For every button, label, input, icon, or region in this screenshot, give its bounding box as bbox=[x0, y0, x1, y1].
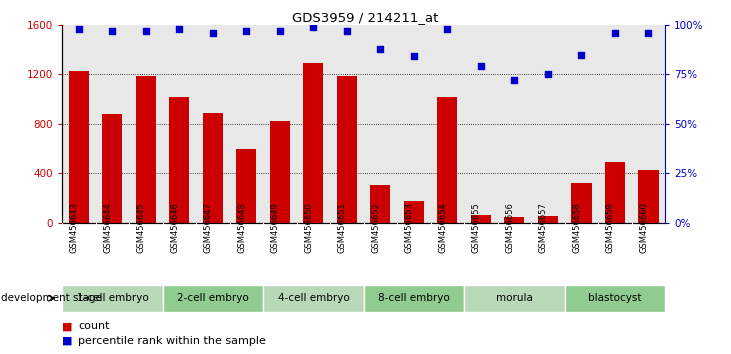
Text: count: count bbox=[78, 321, 110, 331]
Text: GSM456648: GSM456648 bbox=[238, 202, 246, 253]
Text: GSM456656: GSM456656 bbox=[505, 202, 515, 253]
Bar bbox=[471, 215, 491, 223]
Point bbox=[240, 28, 252, 34]
Text: GSM456659: GSM456659 bbox=[606, 202, 615, 253]
Bar bbox=[162, 285, 263, 312]
Bar bbox=[203, 113, 223, 223]
Text: GSM456653: GSM456653 bbox=[405, 202, 414, 253]
Text: GSM456652: GSM456652 bbox=[371, 202, 380, 253]
Bar bbox=[136, 75, 156, 223]
Bar bbox=[236, 149, 257, 223]
Point bbox=[274, 28, 286, 34]
Text: GSM456651: GSM456651 bbox=[338, 202, 347, 253]
Point bbox=[575, 52, 587, 57]
Point bbox=[73, 26, 85, 32]
Text: GSM456645: GSM456645 bbox=[137, 202, 146, 253]
Point bbox=[173, 26, 185, 32]
Point bbox=[442, 26, 453, 32]
Text: percentile rank within the sample: percentile rank within the sample bbox=[78, 336, 266, 346]
Bar bbox=[371, 185, 390, 223]
Bar bbox=[504, 217, 525, 223]
Point bbox=[509, 78, 520, 83]
Text: GSM456658: GSM456658 bbox=[572, 202, 581, 253]
Text: GSM456647: GSM456647 bbox=[204, 202, 213, 253]
Text: GSM456655: GSM456655 bbox=[472, 202, 481, 253]
Text: GSM456650: GSM456650 bbox=[304, 202, 314, 253]
Point bbox=[643, 30, 654, 35]
Bar bbox=[538, 216, 558, 223]
Bar bbox=[263, 285, 364, 312]
Bar bbox=[437, 97, 458, 223]
Point bbox=[308, 24, 319, 30]
Point bbox=[542, 72, 554, 77]
Text: 1-cell embryo: 1-cell embryo bbox=[77, 293, 148, 303]
Bar bbox=[464, 285, 565, 312]
Text: GSM456660: GSM456660 bbox=[640, 202, 648, 253]
Bar bbox=[364, 285, 464, 312]
Bar bbox=[404, 201, 424, 223]
Text: ■: ■ bbox=[62, 336, 72, 346]
Text: 4-cell embryo: 4-cell embryo bbox=[278, 293, 349, 303]
Text: GDS3959 / 214211_at: GDS3959 / 214211_at bbox=[292, 11, 439, 24]
Point bbox=[341, 28, 353, 34]
Text: GSM456644: GSM456644 bbox=[103, 202, 113, 253]
Text: GSM456657: GSM456657 bbox=[539, 202, 548, 253]
Point bbox=[408, 54, 420, 59]
Bar bbox=[102, 114, 122, 223]
Point bbox=[609, 30, 621, 35]
Point bbox=[207, 30, 219, 35]
Text: 2-cell embryo: 2-cell embryo bbox=[177, 293, 249, 303]
Text: GSM456649: GSM456649 bbox=[271, 202, 280, 253]
Bar bbox=[303, 63, 323, 223]
Text: morula: morula bbox=[496, 293, 533, 303]
Bar bbox=[638, 170, 659, 223]
Bar bbox=[69, 71, 89, 223]
Point bbox=[374, 46, 386, 51]
Bar bbox=[572, 183, 591, 223]
Text: GSM456643: GSM456643 bbox=[70, 202, 79, 253]
Text: blastocyst: blastocyst bbox=[588, 293, 642, 303]
Bar bbox=[605, 162, 625, 223]
Text: 8-cell embryo: 8-cell embryo bbox=[378, 293, 450, 303]
Bar bbox=[62, 285, 163, 312]
Bar bbox=[170, 97, 189, 223]
Text: GSM456646: GSM456646 bbox=[170, 202, 179, 253]
Text: ■: ■ bbox=[62, 321, 72, 331]
Point bbox=[140, 28, 152, 34]
Bar bbox=[270, 121, 290, 223]
Bar bbox=[337, 75, 357, 223]
Text: GSM456654: GSM456654 bbox=[439, 202, 447, 253]
Text: development stage: development stage bbox=[1, 293, 102, 303]
Bar bbox=[564, 285, 665, 312]
Point bbox=[107, 28, 118, 34]
Point bbox=[475, 64, 487, 69]
